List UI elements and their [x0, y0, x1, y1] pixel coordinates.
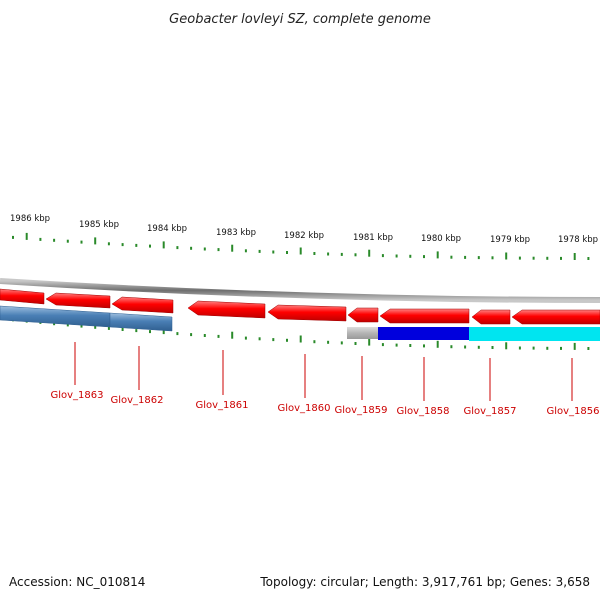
gene-label-1863[interactable]: Glov_1863	[50, 390, 103, 401]
gene-bar-steelblue-right[interactable]	[109, 312, 173, 332]
label-leaders	[74, 342, 573, 401]
chromosome-backbone	[0, 278, 600, 303]
kbp-scale: 1986 kbp 1985 kbp 1984 kbp 1983 kbp 1982…	[10, 214, 598, 245]
gene-bar-gray[interactable]	[347, 327, 378, 339]
gene-arrow-1860[interactable]	[267, 304, 347, 322]
kbp-label-1985: 1985 kbp	[79, 220, 119, 230]
map-title: Geobacter lovleyi SZ, complete genome	[169, 12, 431, 27]
gene-label-1861[interactable]: Glov_1861	[195, 400, 248, 411]
genome-summary-text: Topology: circular; Length: 3,917,761 bp…	[259, 575, 590, 589]
gene-label-1862[interactable]: Glov_1862	[110, 395, 163, 406]
gene-labels: Glov_1863 Glov_1862 Glov_1861 Glov_1860 …	[50, 390, 599, 417]
forward-strand-genes	[0, 288, 600, 325]
gene-label-1860[interactable]: Glov_1860	[277, 403, 330, 414]
gene-arrow-1856[interactable]	[511, 309, 600, 325]
kbp-label-1979: 1979 kbp	[490, 235, 530, 245]
gene-arrow-1858[interactable]	[379, 308, 470, 324]
gene-bar-selected-blue[interactable]	[378, 327, 469, 340]
kbp-label-1984: 1984 kbp	[147, 224, 187, 234]
gene-label-1858[interactable]: Glov_1858	[396, 406, 449, 417]
gene-arrow-1861[interactable]	[187, 300, 266, 319]
gene-arrow-1857[interactable]	[471, 309, 511, 325]
feature-bars	[0, 305, 600, 341]
kbp-label-1978: 1978 kbp	[558, 235, 598, 245]
gene-label-1857[interactable]: Glov_1857	[463, 406, 516, 417]
accession-text: Accession: NC_010814	[9, 575, 145, 589]
gene-label-1856[interactable]: Glov_1856	[546, 406, 599, 417]
kbp-label-1981: 1981 kbp	[353, 233, 393, 243]
gene-arrow-1859[interactable]	[347, 307, 379, 323]
gene-arrow-1862[interactable]	[111, 296, 174, 314]
kbp-label-1983: 1983 kbp	[216, 228, 256, 238]
gene-label-1859[interactable]: Glov_1859	[334, 405, 387, 416]
gene-bar-cyan[interactable]	[469, 327, 600, 341]
gene-arrow-1863a[interactable]	[0, 288, 45, 305]
kbp-label-1982: 1982 kbp	[284, 231, 324, 241]
gene-arrow-1863[interactable]	[45, 292, 111, 309]
tick-row-upper	[12, 232, 590, 260]
kbp-label-1980: 1980 kbp	[421, 234, 461, 244]
kbp-label-1986: 1986 kbp	[10, 214, 50, 224]
